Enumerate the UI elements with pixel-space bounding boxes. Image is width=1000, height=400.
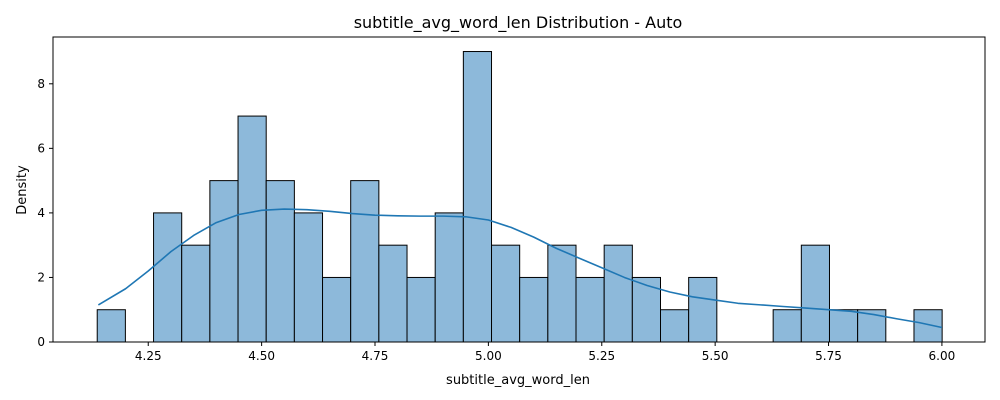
histogram-bar [800,244,830,343]
y-tick-label: 2 [37,270,45,284]
y-axis-label: Density [15,165,30,215]
chart-title: subtitle_avg_word_len Distribution - Aut… [354,13,683,33]
y-tick-label: 8 [37,77,45,91]
histogram-bar [547,244,577,343]
x-tick-label: 4.25 [135,349,162,363]
plot-frame [52,36,986,343]
y-tick-label: 4 [37,206,45,220]
histogram-bar [350,180,380,343]
histogram-bar [660,309,690,343]
x-tick-label: 4.75 [362,349,389,363]
kde-line [97,208,943,329]
x-tick-label: 5.25 [588,349,615,363]
histogram-bar [378,244,408,343]
x-tick-label: 4.50 [248,349,275,363]
x-tick-label: 5.75 [815,349,842,363]
kde-group [97,208,943,329]
histogram-bar [828,309,859,343]
x-tick-label: 6.00 [929,349,956,363]
histogram-bar [462,51,493,343]
histogram-bar [209,180,239,343]
histogram-bar [322,276,352,343]
histogram-bar [96,309,126,343]
histogram-bar [772,309,802,343]
x-tick-label: 5.50 [702,349,729,363]
histogram-bar [406,276,436,343]
histogram-bar [237,115,267,343]
y-tick-label: 0 [37,335,45,349]
histogram-bar [265,180,295,343]
axes-group: 4.25 4.50 4.75 5.00 5.25 5.50 5.75 6.00 0 2 4 6 8 [37,36,986,363]
y-tick-label: 6 [37,141,45,155]
x-tick-label: 5.00 [475,349,502,363]
histogram-bar [631,276,662,343]
histogram-bar [181,244,211,343]
histogram-bar [491,244,521,343]
histogram-bar [688,276,718,343]
histogram-bar [519,276,549,343]
x-axis-label: subtitle_avg_word_len [446,373,590,388]
histogram-bar [575,276,605,343]
histogram-bar [603,244,633,343]
histogram-bar [153,212,183,343]
histogram-bar [434,212,464,343]
bars-group [96,51,943,343]
histogram-bar [293,212,324,343]
